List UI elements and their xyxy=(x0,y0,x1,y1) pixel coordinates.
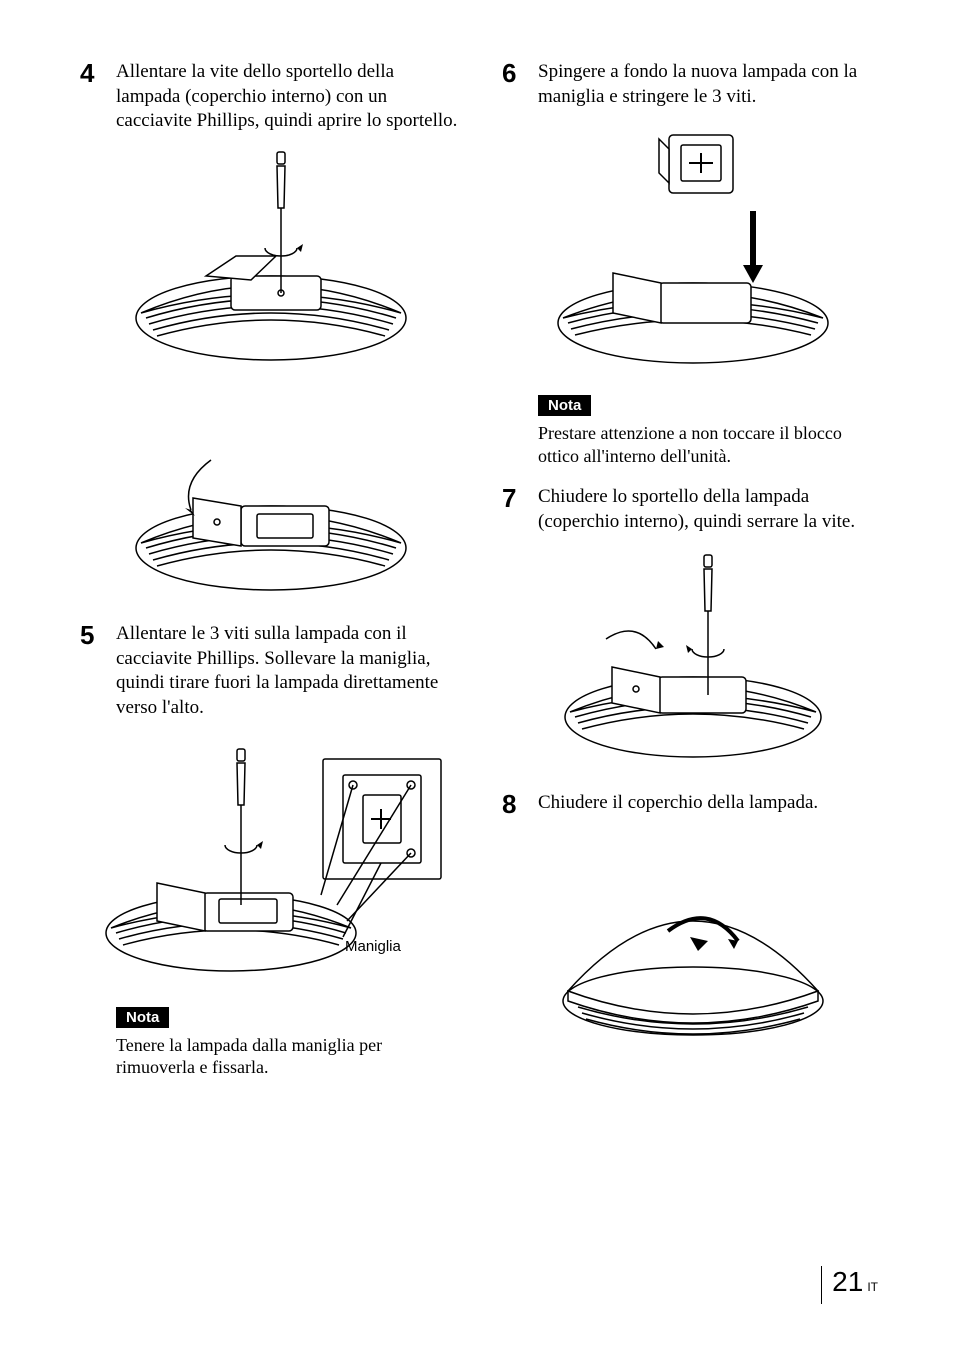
step-text: Allentare le 3 viti sulla lampada con il… xyxy=(116,622,462,721)
diagram-close-outer-cover xyxy=(538,831,848,1051)
diagram-door-opened xyxy=(121,390,421,600)
maniglia-label: Maniglia xyxy=(345,938,402,955)
page-footer: 21 IT xyxy=(821,1266,878,1304)
page-lang: IT xyxy=(867,1280,878,1294)
step-number: 6 xyxy=(502,60,538,109)
nota-badge: Nota xyxy=(116,1007,169,1028)
two-column-layout: 4 Allentare la vite dello sportello dell… xyxy=(80,60,884,1097)
step-4: 4 Allentare la vite dello sportello dell… xyxy=(80,60,462,134)
step-number: 4 xyxy=(80,60,116,134)
step-number: 8 xyxy=(502,791,538,817)
illustration-step4a xyxy=(80,148,462,368)
nota-text: Tenere la lampada dalla maniglia per rim… xyxy=(116,1034,462,1079)
nota-text: Prestare attenzione a non toccare il blo… xyxy=(538,422,884,467)
illustration-step7 xyxy=(502,549,884,769)
step-text: Chiudere il coperchio della lampada. xyxy=(538,791,818,817)
illustration-step4b xyxy=(80,390,462,600)
step-text: Allentare la vite dello sportello della … xyxy=(116,60,462,134)
diagram-remove-lamp: Maniglia xyxy=(91,735,451,985)
illustration-step8 xyxy=(502,831,884,1051)
step-number: 7 xyxy=(502,485,538,534)
left-column: 4 Allentare la vite dello sportello dell… xyxy=(80,60,462,1097)
nota-badge: Nota xyxy=(538,395,591,416)
right-column: 6 Spingere a fondo la nuova lampada con … xyxy=(502,60,884,1097)
diagram-close-inner-door xyxy=(548,549,838,769)
step-text: Spingere a fondo la nuova lampada con la… xyxy=(538,60,884,109)
step-text: Chiudere lo sportello della lampada (cop… xyxy=(538,485,884,534)
step-5: 5 Allentare le 3 viti sulla lampada con … xyxy=(80,622,462,721)
illustration-step5: Maniglia xyxy=(80,735,462,985)
step-8: 8 Chiudere il coperchio della lampada. xyxy=(502,791,884,817)
diagram-screwdriver-open-door xyxy=(121,148,421,368)
diagram-insert-lamp xyxy=(533,123,853,373)
step-7: 7 Chiudere lo sportello della lampada (c… xyxy=(502,485,884,534)
footer-separator xyxy=(821,1266,822,1304)
step-number: 5 xyxy=(80,622,116,721)
page-number: 21 xyxy=(832,1266,863,1298)
step-6: 6 Spingere a fondo la nuova lampada con … xyxy=(502,60,884,109)
page: 4 Allentare la vite dello sportello dell… xyxy=(0,0,954,1352)
illustration-step6 xyxy=(502,123,884,373)
